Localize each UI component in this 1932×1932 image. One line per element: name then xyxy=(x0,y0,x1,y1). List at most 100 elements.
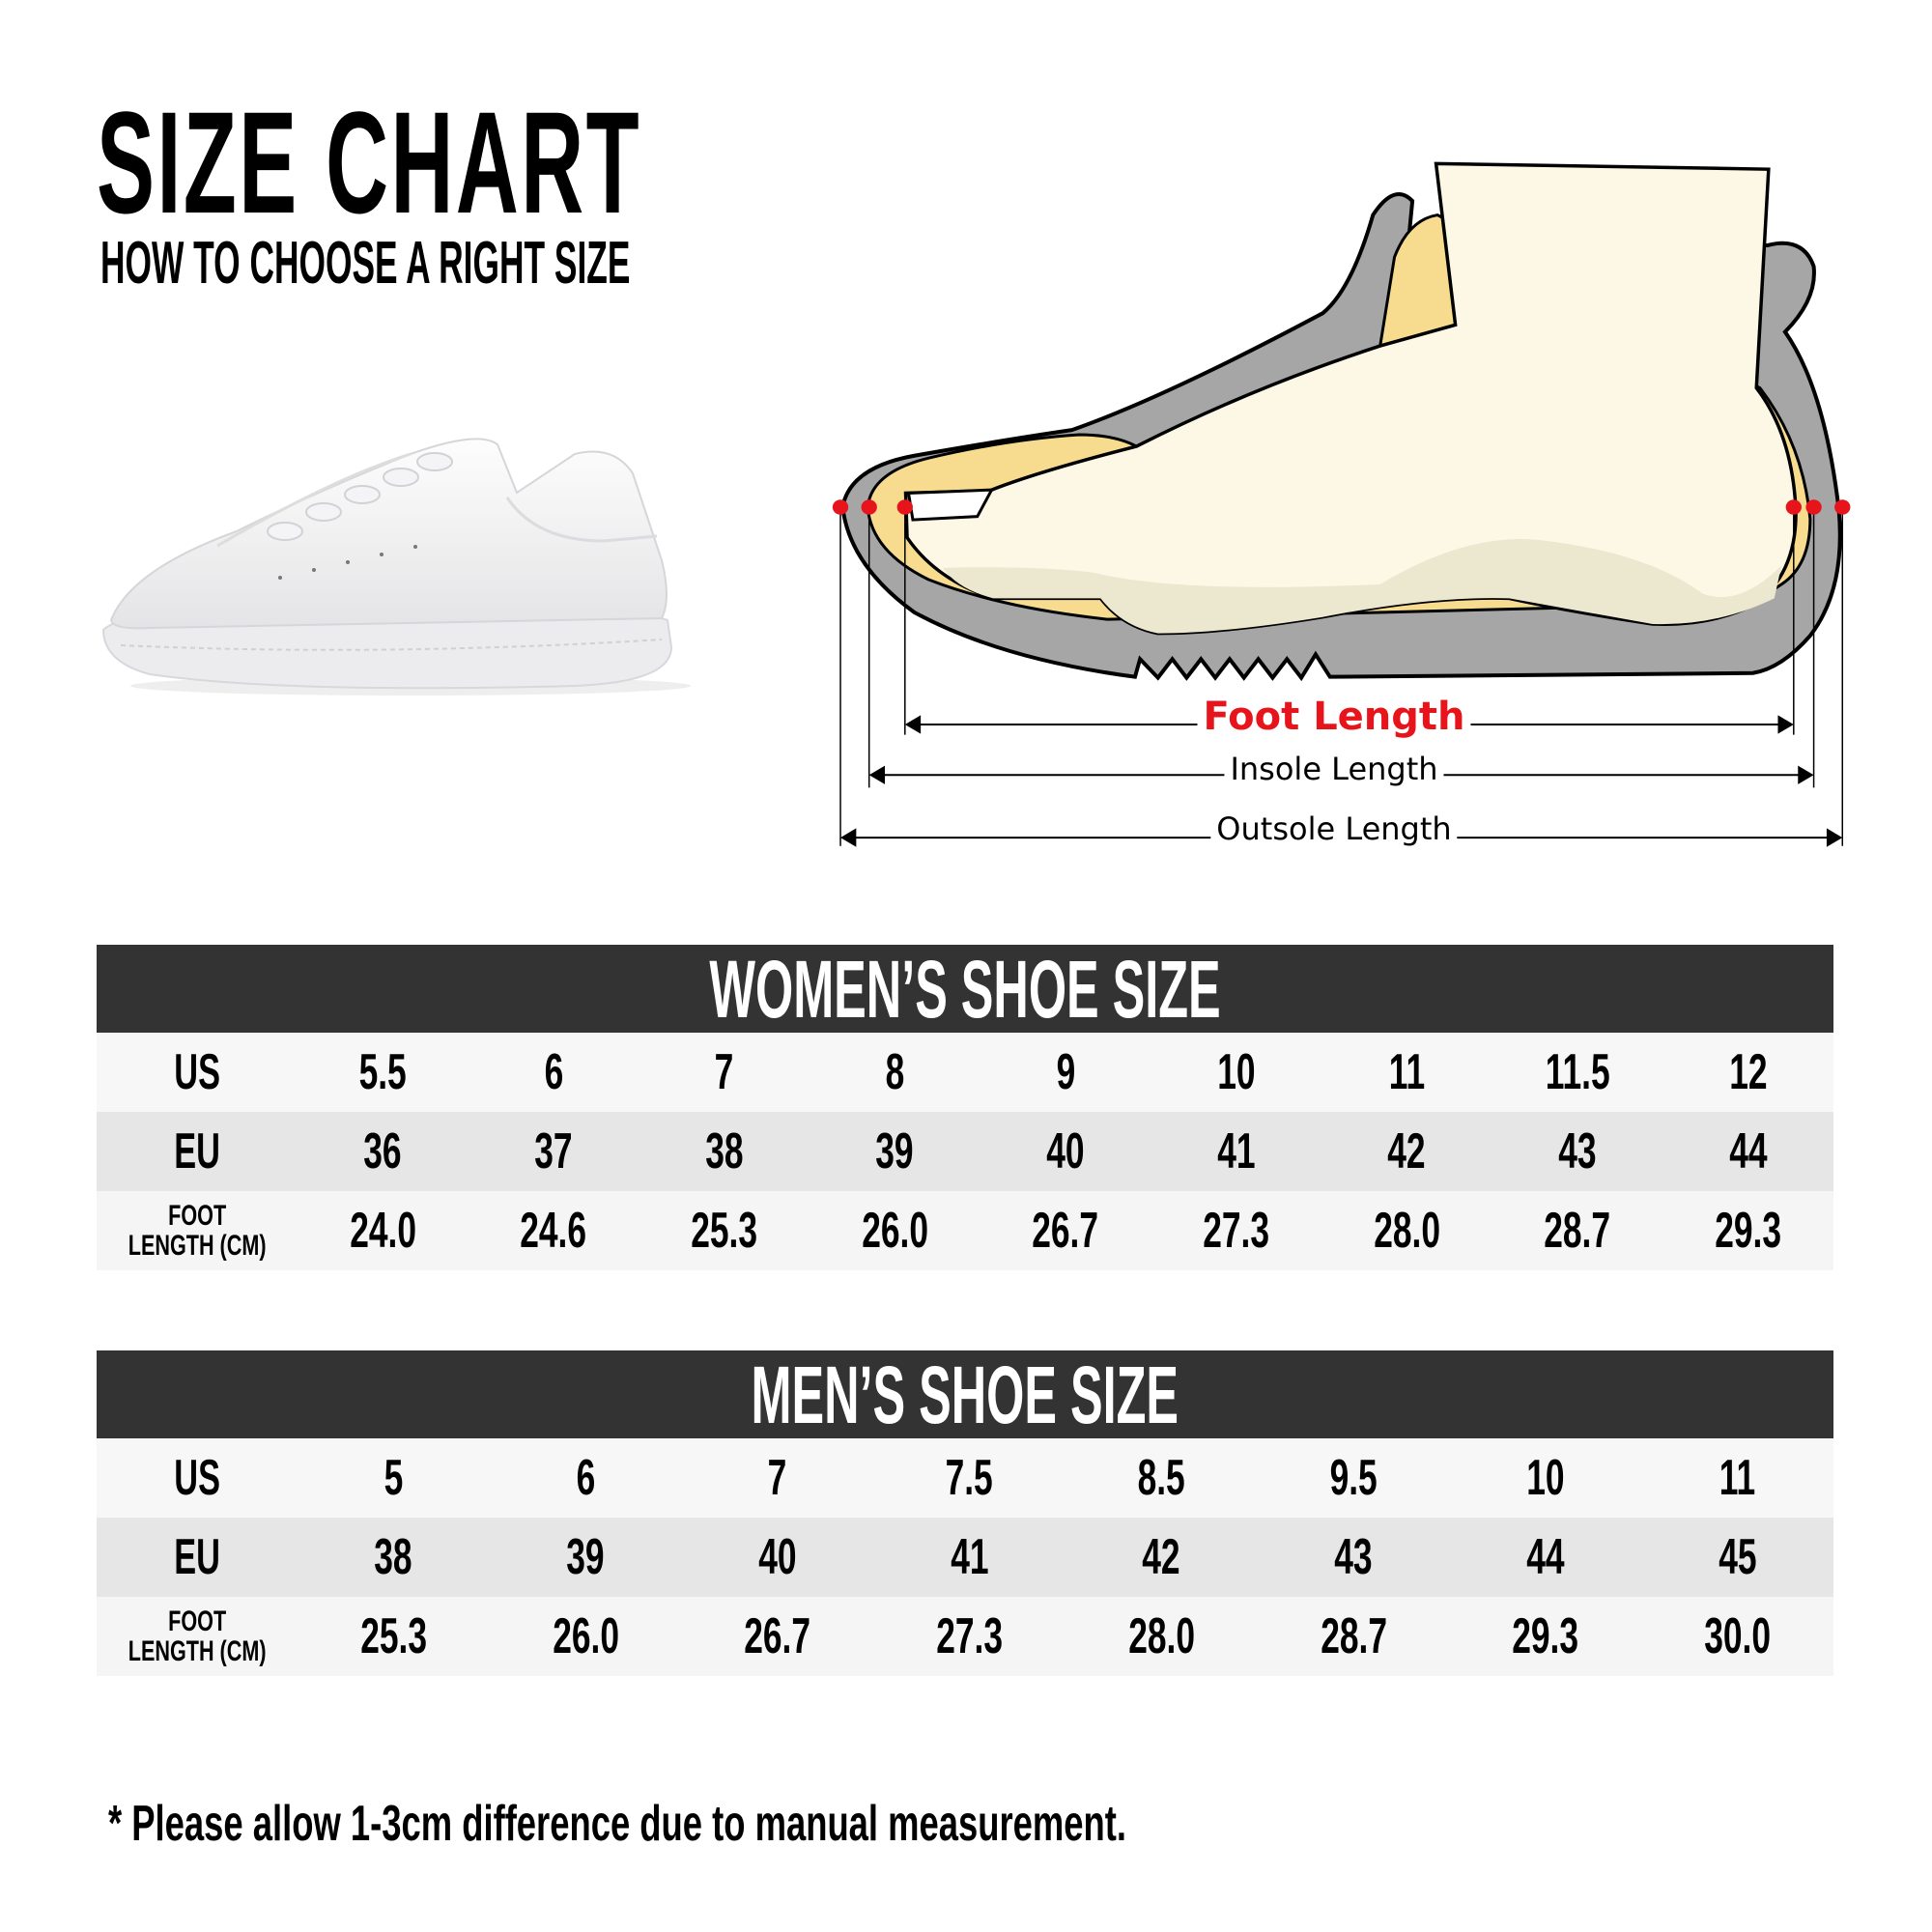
table-cell: 11 xyxy=(1641,1453,1833,1503)
cell-value: 11 xyxy=(1388,1044,1426,1100)
table-cell: 7.5 xyxy=(873,1453,1065,1503)
table-row-eu: EU 36 37 38 39 40 41 42 43 44 xyxy=(97,1112,1833,1191)
table-cell: 27.3 xyxy=(873,1611,1065,1662)
measure-dot xyxy=(1785,499,1802,515)
cell-value: 45 xyxy=(1718,1529,1757,1585)
table-cell: 7 xyxy=(639,1047,810,1097)
cell-value: 37 xyxy=(534,1123,573,1179)
cell-value: 39 xyxy=(875,1123,915,1179)
cell-value: 5 xyxy=(384,1450,404,1506)
table-cell: 7 xyxy=(682,1453,874,1503)
table-title: MEN’S SHOE SIZE xyxy=(751,1349,1179,1440)
table-cell: 11 xyxy=(1321,1047,1492,1097)
table-cell: 10 xyxy=(1450,1453,1642,1503)
row-label: US xyxy=(174,1044,220,1100)
toenail xyxy=(909,490,992,520)
table-cell: 41 xyxy=(873,1532,1065,1582)
cell-value: 6 xyxy=(576,1450,595,1506)
table-cell: 39 xyxy=(490,1532,682,1582)
cell-value: 28.0 xyxy=(1127,1608,1195,1664)
table-cell: 24.0 xyxy=(298,1206,469,1256)
table-cell: 42 xyxy=(1321,1126,1492,1177)
cell-value: 41 xyxy=(950,1529,989,1585)
table-cell: 24.6 xyxy=(469,1206,639,1256)
table-cell: 30.0 xyxy=(1641,1611,1833,1662)
cell-value: 11.5 xyxy=(1545,1044,1610,1100)
table-cell: 38 xyxy=(639,1126,810,1177)
table-title: WOMEN’S SHOE SIZE xyxy=(709,943,1221,1035)
cell-value: 40 xyxy=(758,1529,797,1585)
cell-value: 8 xyxy=(885,1044,905,1100)
cell-value: 9 xyxy=(1056,1044,1075,1100)
cell-value: 7 xyxy=(768,1450,787,1506)
cell-value: 43 xyxy=(1334,1529,1373,1585)
measure-dot xyxy=(832,499,849,515)
cell-value: 26.7 xyxy=(1032,1203,1099,1259)
table-cell: 26.0 xyxy=(810,1206,980,1256)
table-cell: 28.0 xyxy=(1065,1611,1258,1662)
womens-size-table: WOMEN’S SHOE SIZE US 5.5 6 7 8 9 10 11 11.5 12 E… xyxy=(97,945,1833,1270)
table-cell: 25.3 xyxy=(639,1206,810,1256)
cell-value: 24.6 xyxy=(520,1203,587,1259)
cell-value: 28.7 xyxy=(1544,1203,1611,1259)
measurement-note: * Please allow 1-3cm difference due to m… xyxy=(108,1796,1126,1852)
cell-value: 38 xyxy=(374,1529,413,1585)
cell-value: 11 xyxy=(1719,1450,1756,1506)
outsole-length-label: Outsole Length xyxy=(1210,813,1458,844)
cell-value: 7.5 xyxy=(946,1450,994,1506)
cell-value: 26.0 xyxy=(552,1608,619,1664)
table-cell: 8 xyxy=(810,1047,980,1097)
measure-dot xyxy=(1834,499,1851,515)
table-cell: 26.7 xyxy=(682,1611,874,1662)
row-label: EU xyxy=(174,1529,220,1585)
table-cell: 6 xyxy=(469,1047,639,1097)
table-cell: 38 xyxy=(298,1532,490,1582)
cell-value: 10 xyxy=(1217,1044,1256,1100)
row-label: US xyxy=(174,1450,220,1506)
table-cell: 8.5 xyxy=(1065,1453,1258,1503)
cell-value: 39 xyxy=(566,1529,605,1585)
table-cell: 39 xyxy=(810,1126,980,1177)
table-cell: 44 xyxy=(1450,1532,1642,1582)
cell-value: 29.3 xyxy=(1715,1203,1782,1259)
table-row-us: US 5 6 7 7.5 8.5 9.5 10 11 xyxy=(97,1438,1833,1518)
table-header: MEN’S SHOE SIZE xyxy=(97,1350,1833,1438)
page-subtitle: HOW TO CHOOSE A RIGHT SIZE xyxy=(100,230,631,297)
cell-value: 25.3 xyxy=(691,1203,758,1259)
cell-value: 7 xyxy=(714,1044,734,1100)
table-cell: 40 xyxy=(980,1126,1151,1177)
cell-value: 36 xyxy=(363,1123,402,1179)
cell-value: 12 xyxy=(1729,1044,1768,1100)
table-cell: 29.3 xyxy=(1450,1611,1642,1662)
table-cell: 42 xyxy=(1065,1532,1258,1582)
arrowheads xyxy=(840,715,1843,847)
table-cell: 41 xyxy=(1151,1126,1321,1177)
cell-value: 40 xyxy=(1046,1123,1085,1179)
table-row-us: US 5.5 6 7 8 9 10 11 11.5 12 xyxy=(97,1033,1833,1112)
table-cell: 37 xyxy=(469,1126,639,1177)
table-cell: 26.0 xyxy=(490,1611,682,1662)
table-cell: 44 xyxy=(1662,1126,1833,1177)
table-header: WOMEN’S SHOE SIZE xyxy=(97,945,1833,1033)
cell-value: 44 xyxy=(1729,1123,1768,1179)
cell-value: 6 xyxy=(544,1044,563,1100)
table-row-foot-length: FOOT LENGTH (CM) 24.0 24.6 25.3 26.0 26.7 27.3… xyxy=(97,1191,1833,1270)
table-cell: 12 xyxy=(1662,1047,1833,1097)
table-cell: 45 xyxy=(1641,1532,1833,1582)
cell-value: 28.7 xyxy=(1320,1608,1387,1664)
table-cell: 40 xyxy=(682,1532,874,1582)
row-label: FOOT LENGTH (CM) xyxy=(128,1605,267,1667)
table-cell: 36 xyxy=(298,1126,469,1177)
table-row-eu: EU 38 39 40 41 42 43 44 45 xyxy=(97,1518,1833,1597)
table-cell: 11.5 xyxy=(1492,1047,1663,1097)
table-cell: 43 xyxy=(1258,1532,1450,1582)
cell-value: 27.3 xyxy=(936,1608,1004,1664)
cell-value: 41 xyxy=(1217,1123,1256,1179)
cell-value: 9.5 xyxy=(1329,1450,1378,1506)
table-cell: 9 xyxy=(980,1047,1151,1097)
foot-length-label: Foot Length xyxy=(1197,697,1471,736)
measure-dot xyxy=(896,499,913,515)
cell-value: 29.3 xyxy=(1512,1608,1579,1664)
cell-value: 5.5 xyxy=(358,1044,407,1100)
table-cell: 5.5 xyxy=(298,1047,469,1097)
